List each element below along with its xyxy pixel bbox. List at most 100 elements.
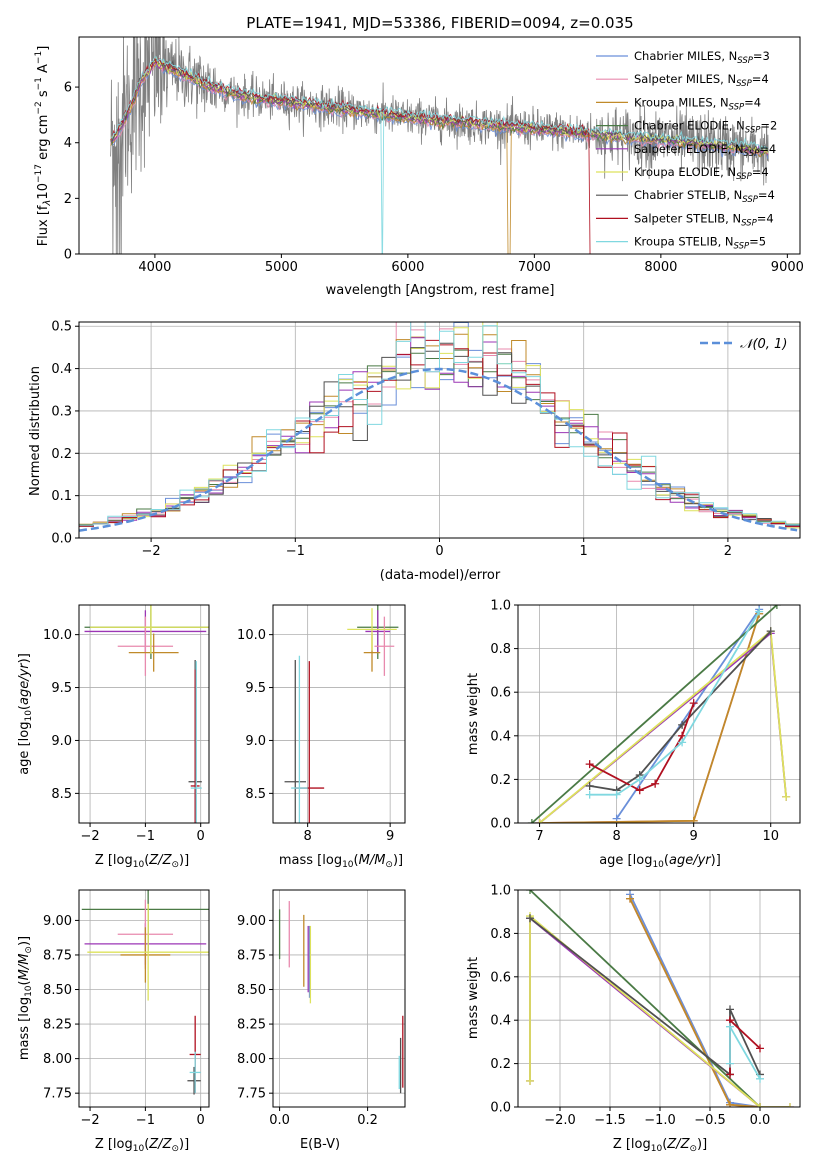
series-marker: [635, 775, 644, 784]
massweight_vs_age-ytick-label: 1.0: [490, 599, 511, 614]
residuals-ytick-label: 0.2: [51, 447, 72, 462]
series-marker: [756, 1103, 764, 1107]
mass_vs_Z-axes: −2 −1 0 7.75 8.00 8.25 8.50 8.75 9.00: [43, 889, 210, 1128]
age-vs-z-xlabel: Z [log10(Z/Z⊙)]: [95, 853, 189, 870]
spectrum-ytick-label: 6: [64, 81, 72, 96]
legend-entry: Chabrier STELIB, NSSP=4: [634, 188, 775, 205]
figure-title: PLATE=1941, MJD=53386, FIBERID=0094, z=0…: [246, 14, 633, 32]
series-marker: [772, 605, 781, 609]
series-marker: [726, 1070, 734, 1079]
mass_vs_EBV-ytick-label: 8.50: [237, 983, 266, 998]
massweight-age-ylabel: mass weight: [466, 673, 481, 755]
mass_vs_Z-ytick-label: 7.75: [43, 1087, 72, 1102]
axes-frame: [78, 36, 801, 255]
series-marker: [726, 1005, 734, 1014]
age_vs_Z-plot-area: [79, 605, 209, 823]
axes-frame: [272, 604, 406, 824]
massweight_vs_age-xtick-label: 10: [762, 829, 779, 844]
spectrum-xtick-label: 8000: [644, 260, 677, 275]
massweight_vs_age-axes: 7 8 9 10 0.0 0.2 0.4 0.6 0.8 1.0: [490, 599, 801, 844]
age_vs_Z-ytick-label: 8.5: [51, 787, 72, 802]
age_vs_mass-ytick-label: 9.0: [245, 734, 266, 749]
spectrum-axes: 4000 5000 6000 7000 8000 9000 0 2 4 6: [64, 36, 804, 275]
massweight_vs_age-xtick-label: 7: [535, 829, 543, 844]
massweight_vs_Z-ytick-label: 0.6: [490, 970, 511, 985]
series-line: [589, 611, 760, 796]
massweight_vs_Z-xtick-label: −1.0: [644, 1113, 676, 1128]
massweight_vs_Z-axes: −2.0 −1.5 −1.0 −0.5 0.0 0.0 0.2 0.4 0.6 0.8 1.0: [490, 884, 801, 1128]
series-marker: [726, 1059, 734, 1068]
series-line: [529, 914, 790, 1107]
axes-frame: [517, 604, 801, 824]
mass_vs_Z-ytick-label: 8.00: [43, 1052, 72, 1067]
age_vs_mass-xtick-label: 9: [386, 829, 394, 844]
series-marker: [755, 607, 764, 616]
age_vs_mass-ytick-label: 10.0: [237, 628, 266, 643]
series-line: [629, 893, 761, 1107]
massweight_vs_age-ytick-label: 0.8: [490, 642, 511, 657]
mass_vs_EBV-ytick-label: 8.75: [237, 948, 266, 963]
massweight-age-labels: age [log10(age/yr)] mass weight: [466, 673, 721, 870]
age_vs_Z-xtick-label: 0: [197, 829, 205, 844]
residuals-ytick-label: 0.0: [51, 532, 72, 547]
age-vs-z-ylabel: age [log10(age/yr)]: [17, 653, 34, 775]
mass_vs_EBV-ytick-label: 8.00: [237, 1052, 266, 1067]
mass_vs_EBV-ytick-label: 8.25: [237, 1018, 266, 1033]
legend-entry: Salpeter ELODIE, NSSP=4: [634, 142, 776, 159]
age_vs_Z-ytick-label: 9.5: [51, 681, 72, 696]
series-marker: [535, 819, 544, 823]
mass_vs_EBV-ytick-label: 9.00: [237, 914, 266, 929]
series-marker: [526, 914, 534, 923]
series-marker: [527, 819, 536, 823]
massweight_vs_Z-xtick-label: 0.0: [750, 1113, 771, 1128]
massweight_vs_age-xtick-label: 9: [690, 829, 698, 844]
series-marker: [726, 1022, 734, 1031]
residuals-ytick-label: 0.4: [51, 362, 72, 377]
normal-curve: [79, 367, 798, 532]
age_vs_Z-axes: −2 −1 0 8.5 9.0 9.5 10.0: [43, 604, 210, 844]
series-marker: [756, 1044, 764, 1053]
spectrum-ytick-label: 4: [64, 136, 72, 151]
series-marker: [651, 779, 660, 788]
massweight_vs_age-ytick-label: 0.0: [490, 817, 511, 832]
age_vs_Z-ytick-label: 10.0: [43, 628, 72, 643]
spectrum-plot-area: [110, 37, 769, 254]
series-marker: [585, 760, 594, 769]
age_vs_mass-ytick-label: 8.5: [245, 787, 266, 802]
age_vs_Z-xtick-label: −2: [80, 829, 99, 844]
model-fit-line: [110, 56, 591, 254]
age_vs_mass-xtick-label: 8: [304, 829, 312, 844]
massweight_vs_age-plot-area: [518, 605, 800, 823]
residuals-panel: (data-model)/error Normed distribution: [28, 366, 501, 583]
axes-frame: [78, 321, 801, 539]
series-line: [529, 890, 761, 1107]
massweight_vs_Z-ytick-label: 1.0: [490, 884, 511, 899]
mass_vs_EBV-axes: 0.0 0.2 7.75 8.00 8.25 8.50 8.75 9.00: [237, 889, 406, 1128]
mass-vs-ebv-labels: E(B-V): [300, 1137, 340, 1152]
spectrum-xtick-label: 9000: [771, 260, 804, 275]
residuals-xlabel: (data-model)/error: [380, 568, 501, 583]
series-marker: [612, 790, 621, 799]
legend-entry: Kroupa STELIB, NSSP=5: [634, 235, 766, 252]
legend-entry: Kroupa ELODIE, NSSP=4: [634, 165, 769, 182]
axes-frame: [272, 889, 406, 1108]
series-line: [531, 605, 778, 823]
normal-legend-label: 𝒩(0, 1): [740, 337, 787, 352]
mass_vs_Z-xtick-label: −1: [136, 1113, 155, 1128]
residual-legend: 𝒩(0, 1): [700, 337, 787, 352]
residuals-xtick-label: 2: [724, 544, 732, 559]
residuals-ytick-label: 0.3: [51, 404, 72, 419]
spectrum-ytick-label: 0: [64, 248, 72, 263]
series-marker: [726, 1100, 734, 1107]
mass_vs_Z-ytick-label: 9.00: [43, 914, 72, 929]
massweight-z-ylabel: mass weight: [466, 957, 481, 1039]
age_vs_mass-plot-area: [273, 605, 405, 823]
mass_vs_Z-xtick-label: 0: [197, 1113, 205, 1128]
spectrum-panel: wavelength [Angstrom, rest frame] Flux […: [34, 46, 554, 298]
series-marker: [526, 890, 534, 894]
mass-vs-z-ylabel: mass [log10(M/M⊙)]: [17, 936, 34, 1060]
massweight_vs_age-ytick-label: 0.2: [490, 773, 511, 788]
series-line: [529, 917, 761, 1077]
legend-entry: Chabrier ELODIE, NSSP=2: [634, 119, 777, 136]
